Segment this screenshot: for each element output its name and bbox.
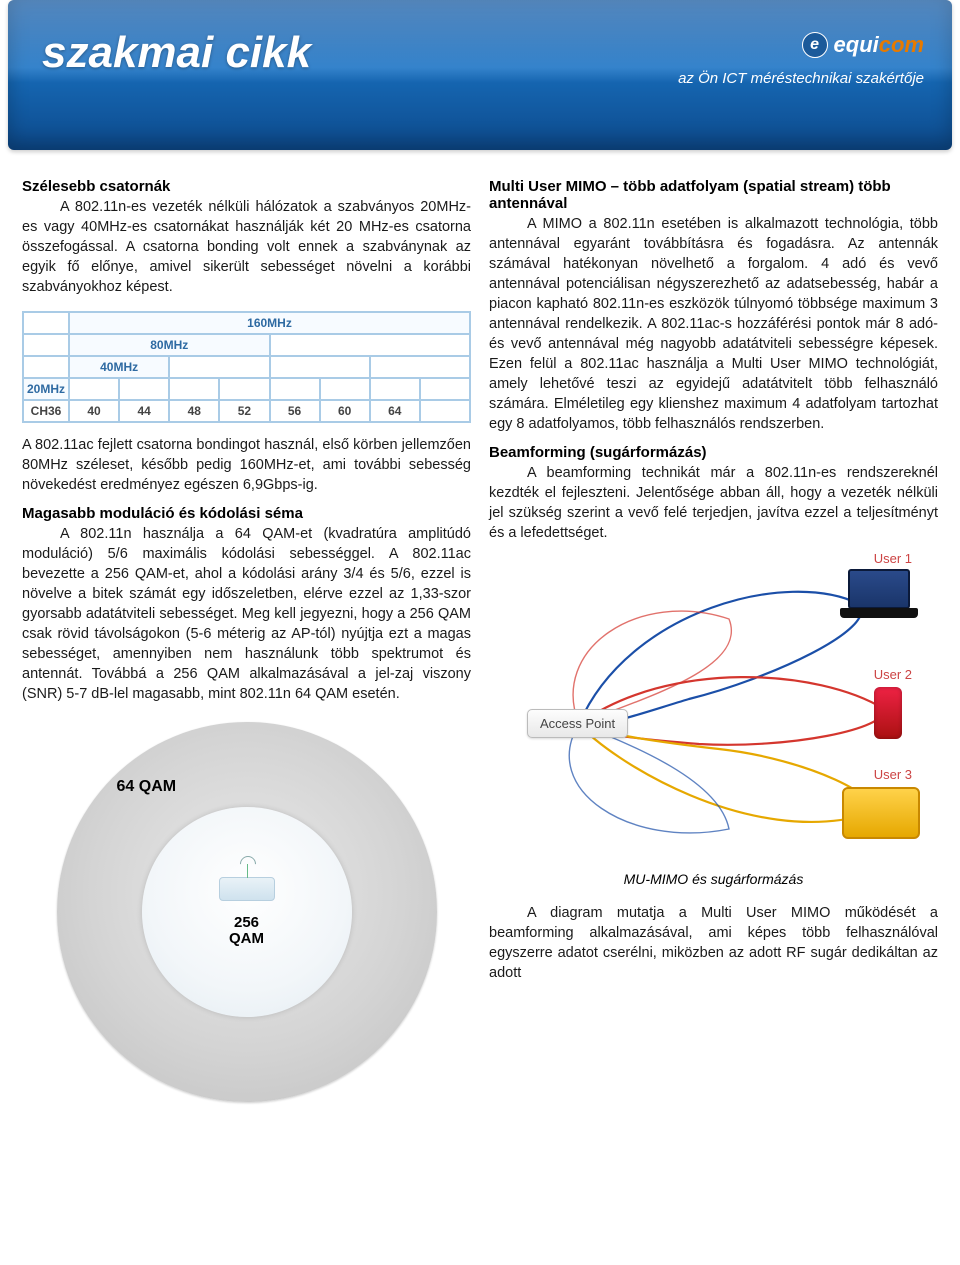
- content-columns: Szélesebb csatornák A 802.11n-es vezeték…: [0, 168, 960, 1102]
- row-20mhz: 20MHz: [23, 378, 69, 400]
- ch-cell: 64: [370, 400, 420, 422]
- ch-cell: 60: [320, 400, 370, 422]
- channel-bonding-table: 160MHz 80MHz 40MHz 20MHz CH36 40 44 48 5…: [22, 311, 471, 423]
- right-column: Multi User MIMO – több adatfolyam (spati…: [489, 168, 938, 1102]
- user-label: User 2: [874, 667, 912, 682]
- logo-text: equicom: [834, 32, 924, 58]
- body-paragraph: A MIMO a 802.11n esetében is alkalmazott…: [489, 214, 938, 434]
- qam-diagram: 64 QAM 256QAM: [22, 722, 471, 1102]
- header-tagline: az Ön ICT méréstechnikai szakértője: [678, 70, 924, 87]
- brand-logo: e equicom: [802, 32, 924, 58]
- body-paragraph: A 802.11n használja a 64 QAM-et (kvadrat…: [22, 524, 471, 704]
- row-80mhz: 80MHz: [69, 334, 270, 356]
- ch-cell: 44: [119, 400, 169, 422]
- row-40mhz: 40MHz: [69, 356, 169, 378]
- section-heading: Beamforming (sugárformázás): [489, 444, 938, 461]
- laptop-icon: [840, 569, 918, 621]
- body-paragraph: A diagram mutatja a Multi User MIMO műkö…: [489, 903, 938, 983]
- beamforming-diagram: Access Point User 1 User 2 User 3: [489, 549, 938, 859]
- tablet-icon: [842, 787, 920, 839]
- ch-label: CH36: [23, 400, 69, 422]
- logo-badge: e: [802, 32, 828, 58]
- ch-cell: 40: [69, 400, 119, 422]
- access-point-label: Access Point: [527, 709, 628, 738]
- user-label: User 3: [874, 767, 912, 782]
- ch-cell: 52: [219, 400, 269, 422]
- header-title: szakmai cikk: [42, 28, 311, 78]
- section-heading: Multi User MIMO – több adatfolyam (spati…: [489, 178, 938, 212]
- phone-icon: [874, 687, 902, 739]
- access-point-icon: [219, 877, 275, 901]
- page-header: szakmai cikk e equicom az Ön ICT méréste…: [8, 0, 952, 150]
- qam-256-label: 256QAM: [229, 915, 264, 948]
- ch-cell: 48: [169, 400, 219, 422]
- body-paragraph: A 802.11ac fejlett csatorna bondingot ha…: [22, 435, 471, 495]
- section-heading: Magasabb moduláció és kódolási séma: [22, 505, 471, 522]
- user-label: User 1: [874, 551, 912, 566]
- ch-cell: 56: [270, 400, 320, 422]
- left-column: Szélesebb csatornák A 802.11n-es vezeték…: [22, 168, 471, 1102]
- section-heading: Szélesebb csatornák: [22, 178, 471, 195]
- qam-64-label: 64 QAM: [117, 778, 177, 796]
- row-160mhz: 160MHz: [69, 312, 470, 334]
- body-paragraph: A beamforming technikát már a 802.11n-es…: [489, 463, 938, 543]
- body-paragraph: A 802.11n-es vezeték nélküli hálózatok a…: [22, 197, 471, 297]
- figure-caption: MU-MIMO és sugárformázás: [489, 871, 938, 887]
